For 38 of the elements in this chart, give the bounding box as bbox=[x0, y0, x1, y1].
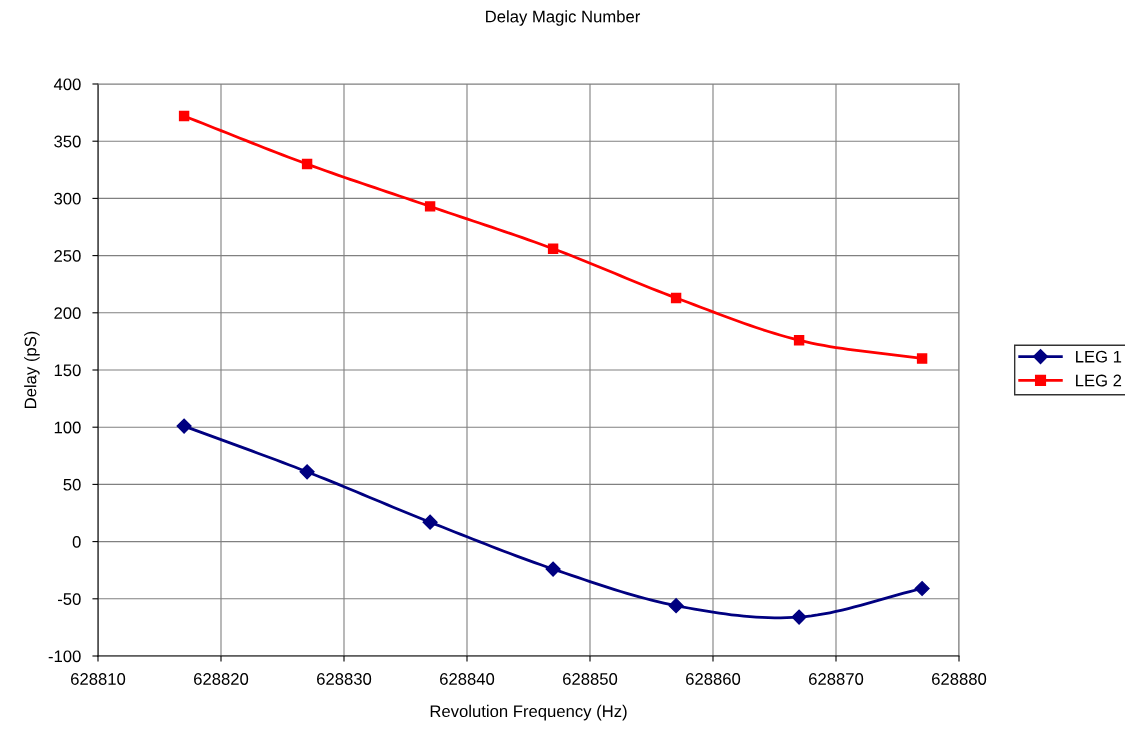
y-tick-label: 150 bbox=[54, 364, 81, 377]
x-tick-label: 628810 bbox=[71, 673, 126, 685]
legend-label: LEG 2 bbox=[1076, 374, 1122, 387]
x-tick-label: 628830 bbox=[317, 673, 372, 685]
x-tick-label: 628840 bbox=[440, 673, 495, 685]
point bbox=[176, 418, 192, 434]
point bbox=[545, 561, 561, 577]
y-tick-label: -100 bbox=[48, 650, 81, 663]
y-tick-label: 100 bbox=[54, 421, 81, 434]
y-tick-label: 50 bbox=[63, 478, 81, 491]
point bbox=[670, 292, 682, 304]
point bbox=[916, 353, 928, 364]
chart-title: Delay Magic Number bbox=[486, 10, 641, 26]
point bbox=[424, 201, 436, 212]
x-tick-label: 628860 bbox=[686, 673, 741, 685]
y-tick-label: 350 bbox=[54, 135, 81, 148]
point bbox=[914, 580, 930, 597]
legend-label: LEG 1 bbox=[1076, 350, 1122, 363]
x-tick-label: 628870 bbox=[809, 673, 864, 685]
x-tick-label: 628820 bbox=[194, 673, 249, 685]
point bbox=[547, 243, 559, 254]
point bbox=[793, 335, 805, 346]
y-tick-label: 200 bbox=[54, 307, 81, 319]
x-tick-label: 628850 bbox=[563, 673, 618, 685]
y-axis-title: Delay (pS) bbox=[24, 331, 40, 408]
y-tick-label: -50 bbox=[57, 593, 81, 605]
x-axis-title: Revolution Frequency (Hz) bbox=[430, 704, 627, 721]
y-tick-label: 400 bbox=[53, 78, 81, 91]
y-tick-label: 300 bbox=[54, 192, 81, 205]
x-tick-label: 628880 bbox=[932, 673, 987, 685]
y-tick-label: 0 bbox=[72, 536, 81, 548]
point bbox=[178, 110, 190, 122]
point bbox=[791, 609, 807, 625]
point bbox=[422, 514, 438, 530]
point bbox=[301, 158, 313, 170]
point bbox=[299, 464, 315, 480]
point bbox=[668, 598, 684, 614]
y-tick-label: 250 bbox=[54, 250, 81, 262]
